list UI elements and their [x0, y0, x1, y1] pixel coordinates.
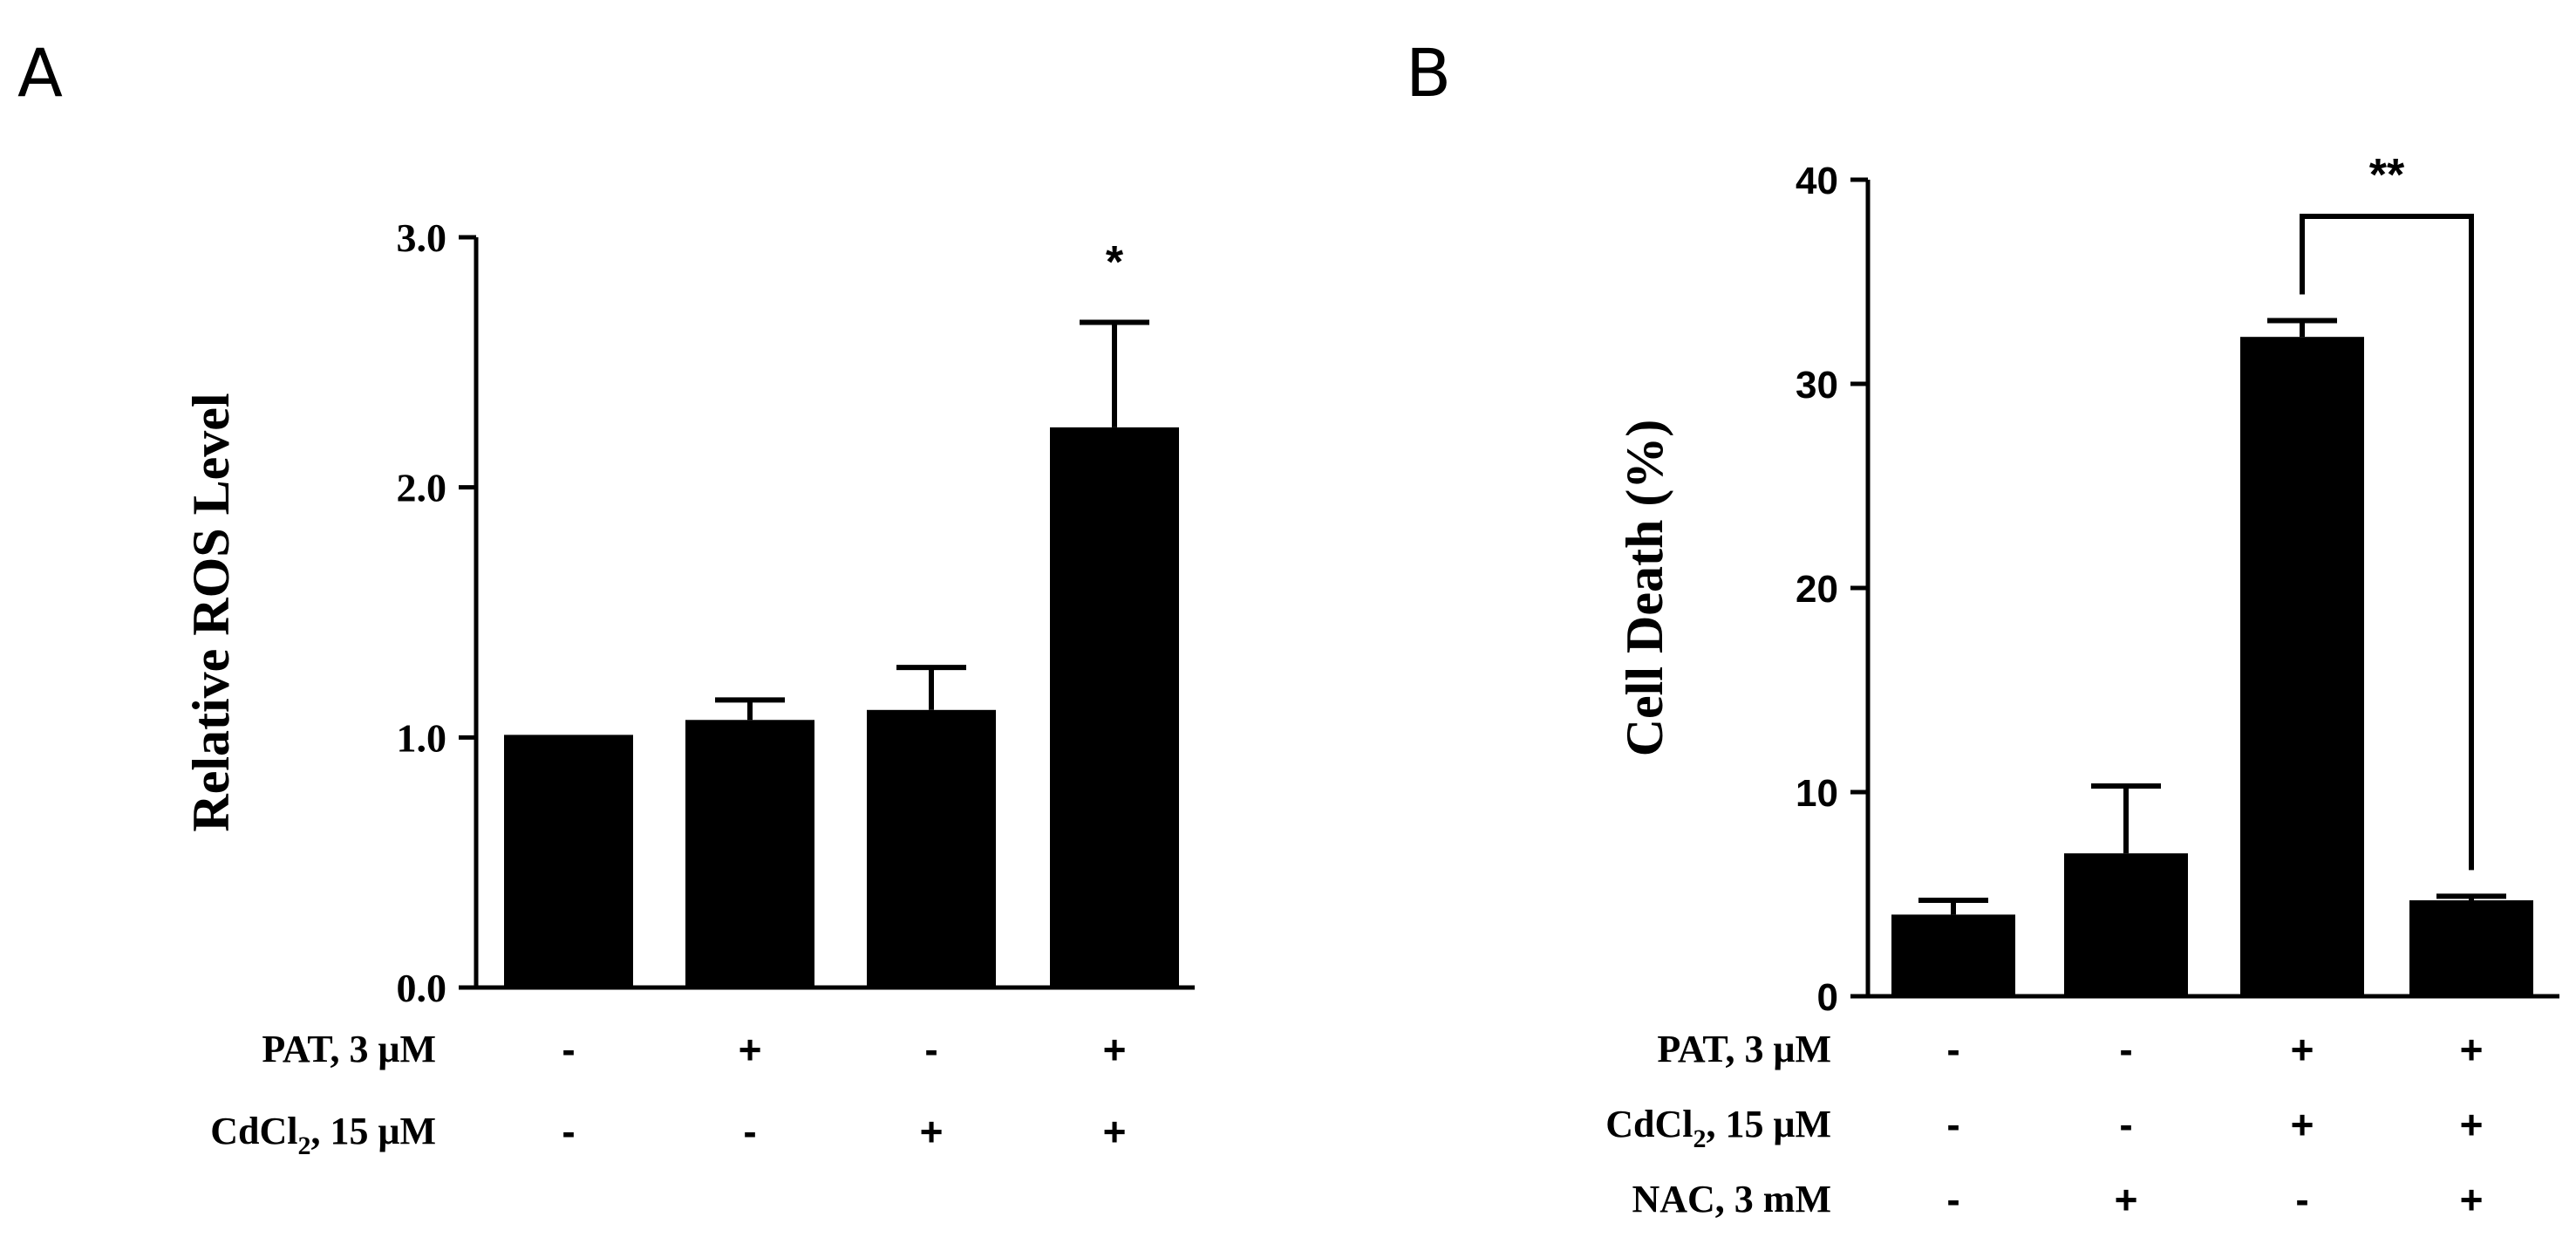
- b-condition-symbol: +: [2460, 1177, 2484, 1222]
- b-condition-label: PAT, 3 μM: [1657, 1028, 1831, 1070]
- a-condition-label: CdCl2, 15 μM: [210, 1110, 436, 1160]
- b-condition-label-rest: , 15 μM: [1707, 1103, 1831, 1145]
- b-y-tick-label: 10: [1796, 772, 1838, 815]
- panel-a-chart: 0.0 1.0 2.0 3.0 Relative ROS Level * PAT, 3 μM…: [182, 215, 1195, 1160]
- b-bar: [2240, 337, 2364, 996]
- b-condition-symbol: -: [2119, 1102, 2132, 1147]
- a-condition-symbol: +: [739, 1027, 762, 1072]
- a-condition-label-sub: 2: [298, 1131, 311, 1160]
- a-y-axis-title: Relative ROS Level: [182, 393, 240, 831]
- a-bar: [504, 737, 633, 988]
- b-y-tick-label: 30: [1796, 364, 1838, 407]
- b-condition-symbol: -: [2295, 1177, 2308, 1222]
- a-bar: [867, 709, 996, 988]
- b-condition-label: NAC, 3 mM: [1632, 1178, 1831, 1220]
- a-condition-symbol: -: [743, 1109, 756, 1154]
- b-condition-label-sub: 2: [1693, 1124, 1707, 1153]
- a-condition-symbol: +: [920, 1109, 944, 1154]
- b-condition-symbol: +: [2460, 1102, 2484, 1147]
- a-condition-label-rest: , 15 μM: [311, 1110, 436, 1152]
- b-bar: [1891, 914, 2015, 996]
- a-significance-marker: *: [1106, 237, 1124, 288]
- a-y-tick-label: 3.0: [397, 215, 447, 260]
- b-condition-label-main: CdCl: [1605, 1103, 1693, 1145]
- b-condition-symbol: -: [2119, 1027, 2132, 1072]
- b-significance-marker: **: [2369, 150, 2405, 201]
- panel-b-chart: 0 10 20 30 40 Cell Death (%) ** PAT, 3 μM - - + + Cd…: [1605, 150, 2559, 1222]
- b-condition-symbol: -: [1946, 1177, 1959, 1222]
- panel-a-letter: A: [17, 34, 63, 112]
- a-y-tick-label: 2.0: [397, 466, 447, 510]
- b-y-tick-label: 40: [1796, 160, 1838, 202]
- b-condition-symbol: +: [2115, 1177, 2138, 1222]
- b-y-tick-label: 20: [1796, 568, 1838, 611]
- a-condition-symbol: +: [1103, 1109, 1127, 1154]
- a-condition-symbol: +: [1103, 1027, 1127, 1072]
- a-condition-symbol: -: [562, 1027, 575, 1072]
- b-bar: [2409, 900, 2533, 996]
- a-y-tick-label: 0.0: [397, 966, 447, 1010]
- b-y-axis-title: Cell Death (%): [1616, 420, 1673, 757]
- b-significance-bracket: [2300, 214, 2474, 871]
- b-bar: [2064, 853, 2188, 996]
- b-condition-symbol: -: [1946, 1102, 1959, 1147]
- b-condition-symbol: +: [2291, 1102, 2314, 1147]
- a-condition-symbol: -: [562, 1109, 575, 1154]
- b-condition-symbol: -: [1946, 1027, 1959, 1072]
- a-bar: [685, 720, 814, 988]
- b-y-tick-label: 0: [1817, 976, 1838, 1019]
- a-condition-label: PAT, 3 μM: [262, 1028, 436, 1070]
- b-condition-symbol: +: [2291, 1027, 2314, 1072]
- a-y-tick-label: 1.0: [397, 715, 447, 760]
- b-condition-symbol: +: [2460, 1027, 2484, 1072]
- a-condition-label-main: CdCl: [210, 1110, 297, 1152]
- a-condition-symbol: -: [924, 1027, 937, 1072]
- b-condition-label: CdCl2, 15 μM: [1605, 1103, 1831, 1153]
- a-bar: [1050, 427, 1179, 988]
- panel-b-letter: B: [1406, 34, 1451, 112]
